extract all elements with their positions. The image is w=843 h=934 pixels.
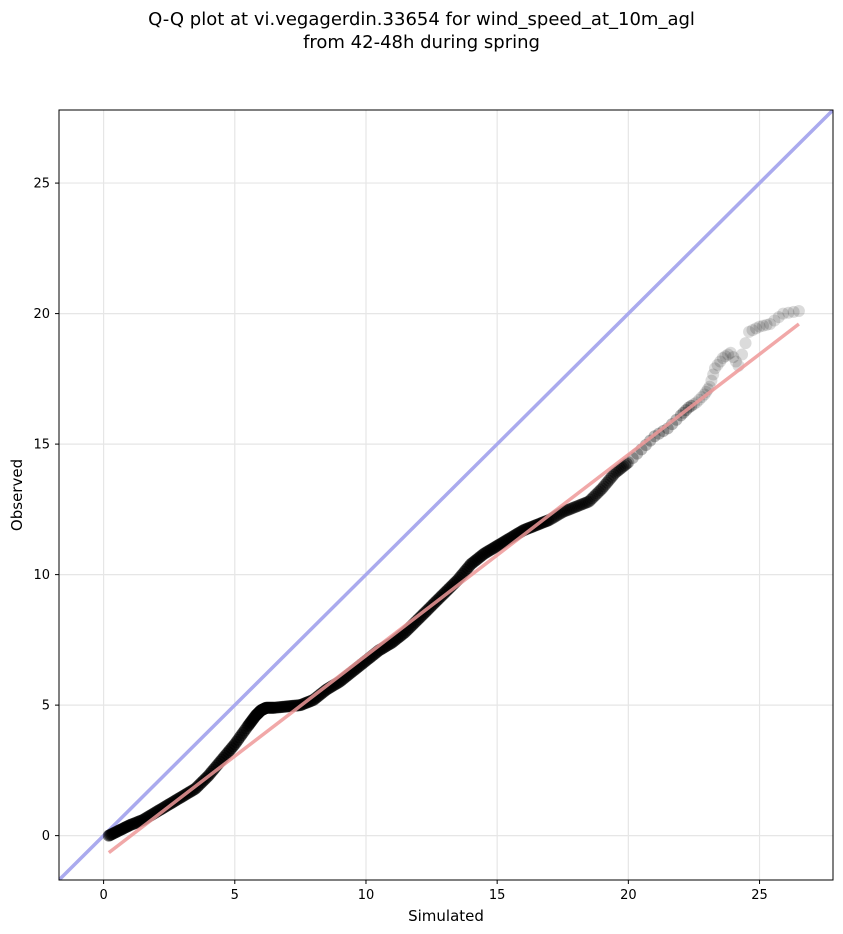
qq-point <box>560 504 573 517</box>
qq-point <box>589 489 602 501</box>
qq-point <box>604 472 617 485</box>
chart-title-line2: from 42-48h during spring <box>303 32 540 53</box>
qq-point <box>764 318 777 331</box>
qq-point <box>607 468 620 481</box>
qq-point <box>578 497 591 510</box>
qq-point <box>739 337 752 350</box>
qq-point <box>724 346 737 359</box>
qq-point <box>719 350 732 363</box>
chart-title-line1: Q-Q plot at vi.vegagerdin.33654 for wind… <box>148 9 695 30</box>
points-layer <box>102 304 805 842</box>
qq-point <box>594 484 607 497</box>
y-tick-label: 20 <box>33 307 50 322</box>
qq-point <box>597 480 610 493</box>
qq-point <box>576 498 589 511</box>
qq-point <box>777 307 790 320</box>
qq-point <box>750 322 763 335</box>
x-tick-label: 10 <box>358 888 375 903</box>
qq-point <box>666 418 679 431</box>
qq-point <box>746 324 759 337</box>
qq-point <box>736 348 749 361</box>
qq-point <box>711 358 724 371</box>
qq-point <box>716 351 729 364</box>
qq-point <box>591 487 604 500</box>
qq-point <box>573 499 586 512</box>
qq-point <box>617 460 630 473</box>
qq-point <box>564 502 577 515</box>
y-tick-label: 5 <box>42 699 50 714</box>
qq-point <box>760 318 773 331</box>
x-axis-label: Simulated <box>408 907 484 925</box>
chart-title: Q-Q plot at vi.vegagerdin.33654 for wind… <box>0 8 843 54</box>
qq-point <box>708 362 721 375</box>
qq-point <box>615 461 628 474</box>
qq-point <box>579 496 592 509</box>
data-layer <box>59 110 833 880</box>
ticks-layer: 0 5 10 15 20 25 0 5 10 15 20 25 <box>33 177 767 903</box>
x-tick-label: 15 <box>489 888 506 903</box>
qq-point <box>601 476 614 489</box>
qq-point <box>727 351 740 364</box>
qq-point <box>612 464 625 477</box>
qq-point <box>596 482 609 495</box>
plot-frame <box>58 109 834 881</box>
qq-point <box>581 496 594 509</box>
x-tick-label: 0 <box>99 888 107 903</box>
y-axis-label: Observed <box>8 459 26 531</box>
qq-point <box>620 457 633 470</box>
qq-point <box>782 306 795 319</box>
qq-point <box>587 490 600 503</box>
qq-point <box>566 502 579 515</box>
qq-point <box>569 500 582 513</box>
qq-point <box>729 355 742 368</box>
qq-point <box>722 348 735 361</box>
qq-point <box>757 319 770 332</box>
qq-point <box>772 311 785 324</box>
y-tick-label: 15 <box>33 438 50 453</box>
qq-point <box>568 501 581 514</box>
qq-point <box>614 462 627 475</box>
qq-point <box>561 504 574 517</box>
qq-point <box>592 485 605 498</box>
qq-point <box>753 320 766 333</box>
qq-point <box>582 495 595 508</box>
qq-point <box>599 478 612 491</box>
y-tick-label: 0 <box>42 829 50 844</box>
y-tick-label: 10 <box>33 568 50 583</box>
qq-point <box>619 458 632 471</box>
qq-point <box>558 505 571 518</box>
qq-point <box>586 492 599 505</box>
qq-point <box>610 465 623 478</box>
qq-point <box>622 456 635 469</box>
qq-point <box>707 368 720 381</box>
qq-point <box>714 355 727 368</box>
x-tick-label: 25 <box>751 888 768 903</box>
qq-point <box>584 493 597 506</box>
qq-point <box>768 314 781 327</box>
qq-point <box>609 466 622 479</box>
qq-point <box>574 498 587 511</box>
qq-point <box>705 374 718 387</box>
qq-point <box>563 503 576 516</box>
qq-point <box>792 304 805 317</box>
qq-point <box>571 500 584 513</box>
x-tick-label: 5 <box>231 888 239 903</box>
x-tick-label: 20 <box>620 888 637 903</box>
fit-line <box>107 322 800 854</box>
qq-point <box>602 474 615 487</box>
qq-point <box>743 325 756 338</box>
y-tick-label: 25 <box>33 177 50 192</box>
identity-line <box>59 110 833 880</box>
qq-point <box>787 305 800 318</box>
qq-point <box>605 470 618 483</box>
